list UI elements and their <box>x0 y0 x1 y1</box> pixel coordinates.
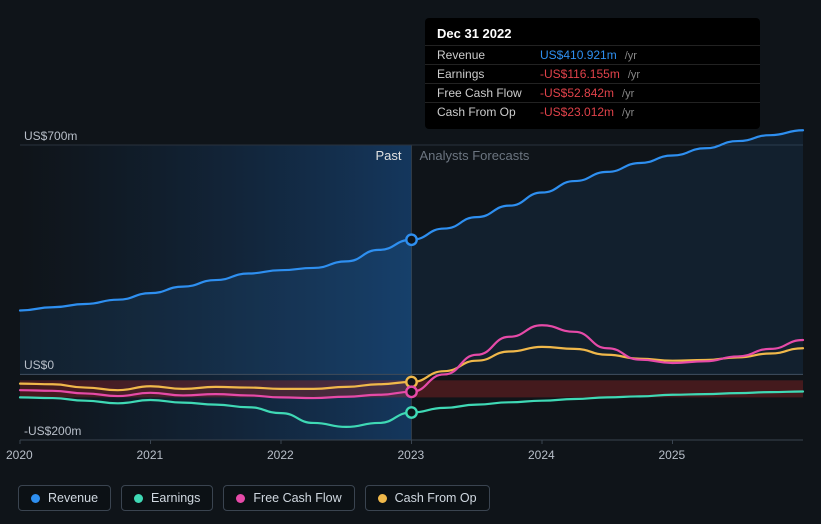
y-axis-label: US$0 <box>24 358 54 372</box>
chart-legend: Revenue Earnings Free Cash Flow Cash From O… <box>18 485 490 511</box>
tooltip-label: Cash From Op <box>437 105 532 119</box>
tooltip-date: Dec 31 2022 <box>425 26 760 45</box>
tooltip-unit: /yr <box>622 107 634 119</box>
financials-chart: Dec 31 2022 RevenueUS$410.921m/yrEarning… <box>0 0 821 524</box>
tooltip-value: -US$52.842m <box>540 86 614 100</box>
tooltip-value: US$410.921m <box>540 48 617 62</box>
tooltip-unit: /yr <box>625 50 637 62</box>
legend-dot-icon <box>31 494 40 503</box>
x-axis-label: 2023 <box>398 448 425 462</box>
tooltip-value: -US$116.155m <box>540 67 620 81</box>
x-axis-label: 2024 <box>528 448 555 462</box>
legend-label: Cash From Op <box>395 491 477 505</box>
tooltip-label: Earnings <box>437 67 532 81</box>
legend-item-cash_op[interactable]: Cash From Op <box>365 485 490 511</box>
x-axis-label: 2025 <box>659 448 686 462</box>
tooltip-row: Free Cash Flow -US$52.842m/yr <box>425 83 760 102</box>
tooltip-row: Earnings -US$116.155m/yr <box>425 64 760 83</box>
legend-label: Revenue <box>48 491 98 505</box>
tooltip-unit: /yr <box>628 69 640 81</box>
tooltip-row: Revenue US$410.921m/yr <box>425 45 760 64</box>
legend-label: Free Cash Flow <box>253 491 341 505</box>
x-axis-label: 2020 <box>6 448 33 462</box>
legend-dot-icon <box>378 494 387 503</box>
tooltip-unit: /yr <box>622 88 634 100</box>
chart-tooltip: Dec 31 2022 RevenueUS$410.921m/yrEarning… <box>425 18 760 129</box>
legend-item-earnings[interactable]: Earnings <box>121 485 213 511</box>
y-axis-label: -US$200m <box>24 424 81 438</box>
legend-label: Earnings <box>151 491 200 505</box>
y-axis-label: US$700m <box>24 129 77 143</box>
tooltip-label: Revenue <box>437 48 532 62</box>
legend-item-fcf[interactable]: Free Cash Flow <box>223 485 354 511</box>
legend-dot-icon <box>236 494 245 503</box>
tooltip-value: -US$23.012m <box>540 105 614 119</box>
region-label-forecast: Analysts Forecasts <box>420 148 530 163</box>
x-axis-label: 2022 <box>267 448 294 462</box>
x-axis-label: 2021 <box>137 448 164 462</box>
tooltip-label: Free Cash Flow <box>437 86 532 100</box>
region-label-past: Past <box>376 148 402 163</box>
tooltip-row: Cash From Op -US$23.012m/yr <box>425 102 760 121</box>
legend-item-revenue[interactable]: Revenue <box>18 485 111 511</box>
legend-dot-icon <box>134 494 143 503</box>
